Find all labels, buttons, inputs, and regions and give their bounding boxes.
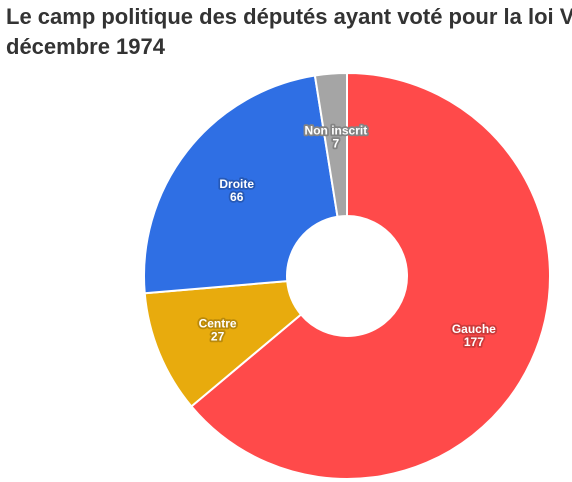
slice-value-non-inscrit: 7	[333, 136, 340, 150]
chart-title: Le camp politique des députés ayant voté…	[6, 2, 572, 62]
slice-gauche[interactable]	[190, 71, 551, 480]
slice-non-inscrit[interactable]	[313, 71, 348, 218]
slice-value-gauche: 177	[464, 335, 484, 349]
slice-label-centre: Centre	[199, 316, 237, 330]
slice-value-droite: 66	[230, 190, 244, 204]
slice-value-centre: 27	[211, 329, 225, 343]
donut-slices	[143, 71, 551, 480]
slice-label-droite: Droite	[219, 177, 254, 191]
chart-title-line-1: Le camp politique des députés ayant voté…	[6, 4, 572, 29]
chart-title-line-2: décembre 1974	[6, 34, 165, 59]
slice-label-non-inscrit: Non inscrit	[305, 123, 368, 137]
slice-droite[interactable]	[143, 74, 339, 295]
slice-centre[interactable]	[143, 280, 303, 408]
slice-label-gauche: Gauche	[452, 322, 496, 336]
